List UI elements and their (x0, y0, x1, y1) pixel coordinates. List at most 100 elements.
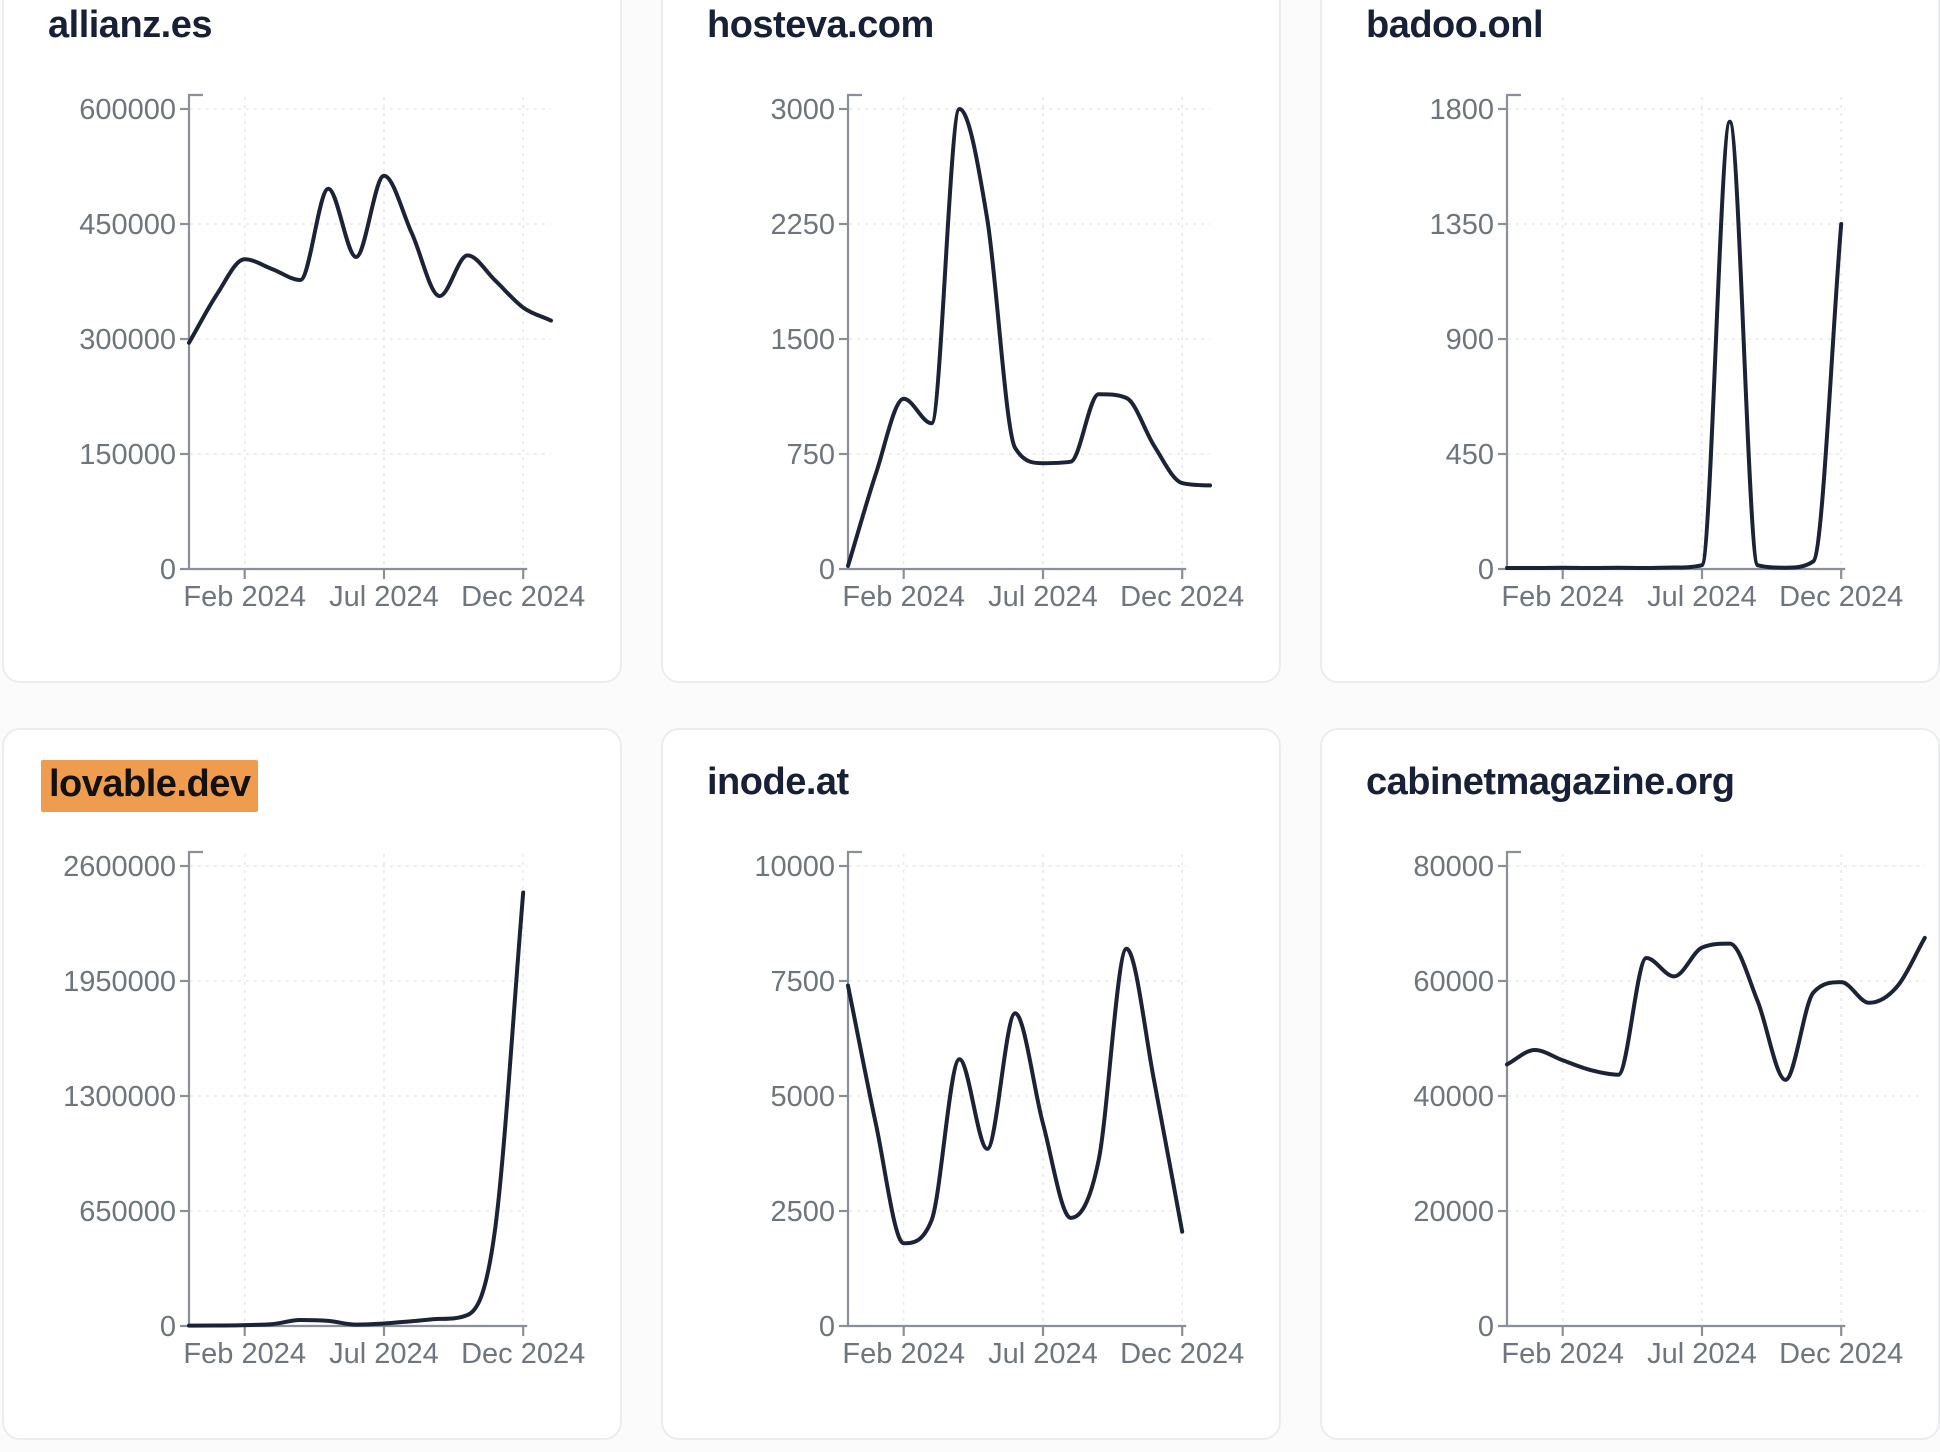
axes (1498, 850, 1846, 1336)
chart-card-inode: inode.at 0 2500 5000 7500 10000 Feb 2024 Jul 2… (661, 728, 1281, 1440)
series-line (187, 173, 553, 345)
svg-text:20000: 20000 (1413, 1196, 1494, 1228)
svg-text:900: 900 (1446, 324, 1494, 356)
line-chart[interactable]: 0 2500 5000 7500 10000 Feb 2024 Jul 2024 Dec 20… (663, 730, 1283, 1442)
svg-text:1350: 1350 (1429, 209, 1494, 241)
x-tick-labels: Feb 2024 Jul 2024 Dec 2024 (1501, 581, 1903, 613)
svg-text:Jul 2024: Jul 2024 (1647, 581, 1757, 613)
svg-text:750: 750 (787, 439, 835, 471)
axes (839, 93, 1187, 579)
line-chart[interactable]: 0 750 1500 2250 3000 Feb 2024 Jul 2024 Dec 2024 (663, 0, 1283, 685)
chart-card-cabinetmagazine: cabinetmagazine.org 0 20000 40000 60000 8000… (1320, 728, 1940, 1440)
svg-text:0: 0 (819, 554, 835, 586)
chart-title: allianz.es (48, 4, 212, 46)
y-tick-labels: 0 450 900 1350 1800 (1429, 94, 1494, 586)
chart-title: inode.at (707, 761, 849, 803)
svg-text:Dec 2024: Dec 2024 (1779, 1338, 1903, 1370)
series-line (1505, 935, 1927, 1082)
x-tick-labels: Feb 2024 Jul 2024 Dec 2024 (842, 1338, 1244, 1370)
y-tick-labels: 0 650000 1300000 1950000 2600000 (63, 851, 176, 1343)
svg-text:Feb 2024: Feb 2024 (183, 581, 306, 613)
svg-text:3000: 3000 (770, 94, 835, 126)
chart-card-lovable: lovable.dev 0 650000 1300000 1950000 2600000… (2, 728, 622, 1440)
svg-text:Jul 2024: Jul 2024 (988, 1338, 1098, 1370)
svg-text:0: 0 (1478, 1311, 1494, 1343)
line-chart[interactable]: 0 150000 300000 450000 600000 Feb 2024 Jul 202… (4, 0, 624, 685)
x-gridlines (243, 854, 525, 1325)
svg-text:450000: 450000 (79, 209, 176, 241)
x-gridlines (243, 97, 525, 568)
chart-title: hosteva.com (707, 4, 934, 46)
svg-text:Jul 2024: Jul 2024 (329, 581, 439, 613)
x-gridlines (1561, 97, 1843, 568)
svg-text:7500: 7500 (770, 966, 835, 998)
chart-card-allianz: allianz.es 0 150000 300000 450000 600000 Feb … (2, 0, 622, 683)
svg-text:600000: 600000 (79, 94, 176, 126)
chart-card-badoo: badoo.onl 0 450 900 1350 1800 Feb 2024 Jul 202… (1320, 0, 1940, 683)
axes (839, 850, 1187, 1336)
x-gridlines (902, 97, 1184, 568)
svg-text:Jul 2024: Jul 2024 (1647, 1338, 1757, 1370)
svg-text:Feb 2024: Feb 2024 (183, 1338, 306, 1370)
svg-text:650000: 650000 (79, 1196, 176, 1228)
chart-title: badoo.onl (1366, 4, 1544, 46)
svg-text:40000: 40000 (1413, 1081, 1494, 1113)
y-tick-labels: 0 2500 5000 7500 10000 (754, 851, 835, 1343)
svg-text:450: 450 (1446, 439, 1494, 471)
x-tick-labels: Feb 2024 Jul 2024 Dec 2024 (1501, 1338, 1903, 1370)
svg-text:1300000: 1300000 (63, 1081, 176, 1113)
svg-text:0: 0 (160, 1311, 176, 1343)
svg-text:Jul 2024: Jul 2024 (329, 1338, 439, 1370)
chart-title-highlighted: lovable.dev (41, 760, 259, 812)
y-gridlines (849, 865, 1187, 1212)
svg-text:Dec 2024: Dec 2024 (1779, 581, 1903, 613)
series-line (846, 946, 1185, 1246)
svg-text:Jul 2024: Jul 2024 (988, 581, 1098, 613)
axes (1498, 93, 1846, 579)
y-tick-labels: 0 20000 40000 60000 80000 (1413, 851, 1494, 1343)
svg-text:150000: 150000 (79, 439, 176, 471)
axes (180, 850, 528, 1336)
x-gridlines (902, 854, 1184, 1325)
svg-text:0: 0 (160, 554, 176, 586)
svg-text:0: 0 (1478, 554, 1494, 586)
line-chart[interactable]: 0 650000 1300000 1950000 2600000 Feb 2024 Jul … (4, 730, 624, 1442)
axes (180, 93, 528, 579)
svg-text:0: 0 (819, 1311, 835, 1343)
svg-text:300000: 300000 (79, 324, 176, 356)
x-gridlines (1561, 854, 1843, 1325)
x-tick-labels: Feb 2024 Jul 2024 Dec 2024 (183, 1338, 585, 1370)
line-chart[interactable]: 0 20000 40000 60000 80000 Feb 2024 Jul 2024 Dec… (1322, 730, 1940, 1442)
svg-text:2250: 2250 (770, 209, 835, 241)
svg-text:1950000: 1950000 (63, 966, 176, 998)
svg-text:Feb 2024: Feb 2024 (1501, 581, 1624, 613)
x-tick-labels: Feb 2024 Jul 2024 Dec 2024 (842, 581, 1244, 613)
series-line (187, 890, 526, 1328)
svg-text:2600000: 2600000 (63, 851, 176, 883)
svg-text:80000: 80000 (1413, 851, 1494, 883)
y-gridlines (1508, 865, 1925, 1212)
y-gridlines (190, 865, 528, 1212)
svg-text:Feb 2024: Feb 2024 (842, 1338, 965, 1370)
x-tick-labels: Feb 2024 Jul 2024 Dec 2024 (183, 581, 585, 613)
chart-title: cabinetmagazine.org (1366, 761, 1735, 803)
svg-text:Dec 2024: Dec 2024 (1120, 1338, 1244, 1370)
y-gridlines (1508, 108, 1846, 455)
y-tick-labels: 0 750 1500 2250 3000 (770, 94, 835, 586)
y-tick-labels: 0 150000 300000 450000 600000 (79, 94, 176, 586)
svg-text:10000: 10000 (754, 851, 835, 883)
svg-text:5000: 5000 (770, 1081, 835, 1113)
series-line (1505, 119, 1844, 570)
svg-text:2500: 2500 (770, 1196, 835, 1228)
svg-text:60000: 60000 (1413, 966, 1494, 998)
svg-text:Dec 2024: Dec 2024 (461, 1338, 585, 1370)
svg-text:Dec 2024: Dec 2024 (461, 581, 585, 613)
svg-text:Feb 2024: Feb 2024 (1501, 1338, 1624, 1370)
svg-text:Feb 2024: Feb 2024 (842, 581, 965, 613)
svg-text:1500: 1500 (770, 324, 835, 356)
svg-text:Dec 2024: Dec 2024 (1120, 581, 1244, 613)
svg-text:1800: 1800 (1429, 94, 1494, 126)
line-chart[interactable]: 0 450 900 1350 1800 Feb 2024 Jul 2024 Dec 2024 (1322, 0, 1940, 685)
chart-card-hosteva: hosteva.com 0 750 1500 2250 3000 Feb 2024 Jul … (661, 0, 1281, 683)
